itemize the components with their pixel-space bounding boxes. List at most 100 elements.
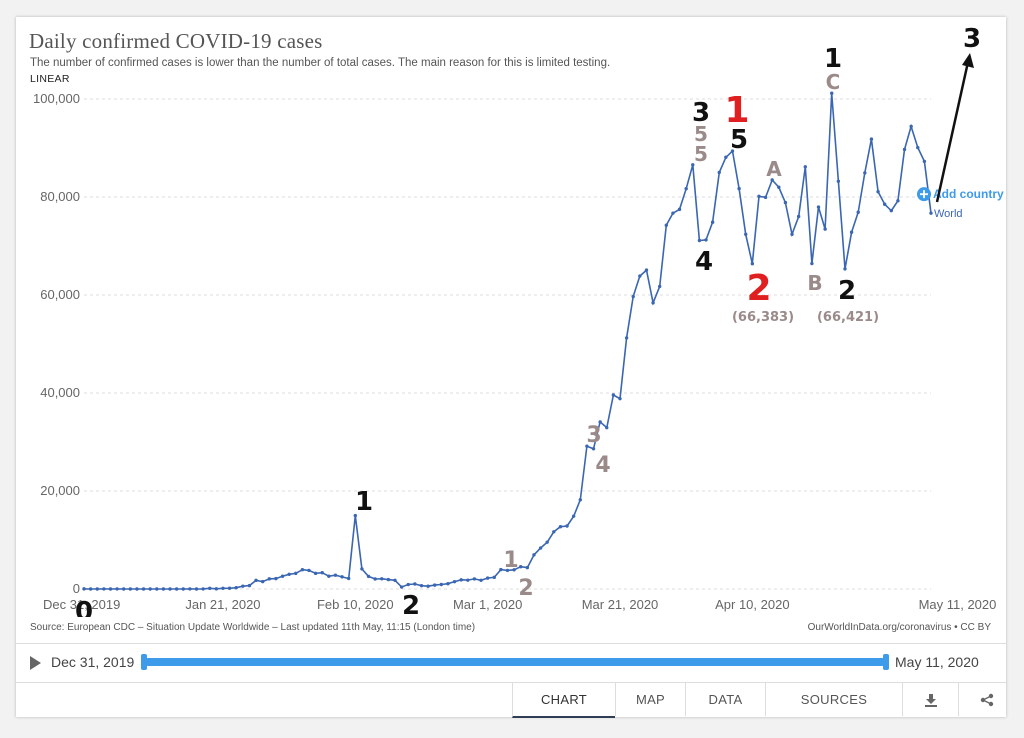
annotation-label: A <box>766 157 782 181</box>
data-point <box>836 179 841 184</box>
annotation-label: B <box>807 271 822 295</box>
y-tick-label: 80,000 <box>40 189 80 204</box>
series-world[interactable] <box>82 91 933 591</box>
data-point <box>82 587 86 591</box>
data-point <box>333 573 338 577</box>
annotation-label: 3 <box>692 98 710 128</box>
data-point <box>280 574 285 578</box>
timeline-end-label: May 11, 2020 <box>895 654 979 670</box>
data-point <box>605 425 609 430</box>
play-icon[interactable] <box>30 656 41 670</box>
data-point <box>624 336 629 340</box>
y-tick-label: 100,000 <box>33 91 80 106</box>
data-point <box>254 578 258 583</box>
tab-sources[interactable]: SOURCES <box>765 683 902 716</box>
data-point <box>644 268 649 272</box>
data-point <box>300 567 305 572</box>
series-legend: Add country World <box>917 187 1004 220</box>
data-point <box>340 575 344 579</box>
data-point <box>260 579 265 584</box>
data-point <box>267 577 271 581</box>
data-point <box>181 587 185 591</box>
data-point <box>386 577 391 582</box>
data-point <box>188 587 192 591</box>
data-point <box>684 186 688 191</box>
annotation-label: 1 <box>503 548 518 573</box>
tab-bar: CHART MAP DATA SOURCES <box>512 683 1014 718</box>
tab-chart[interactable]: CHART <box>512 683 615 718</box>
data-point <box>214 587 219 591</box>
data-point <box>327 574 331 578</box>
chart-title: Daily confirmed COVID-19 cases <box>29 29 323 53</box>
data-point <box>346 576 351 581</box>
annotation-label: 5 <box>694 122 708 146</box>
data-point <box>88 587 93 591</box>
download-icon <box>924 693 937 707</box>
data-point <box>532 553 536 557</box>
data-point <box>221 586 225 590</box>
data-point <box>810 261 814 266</box>
data-point <box>241 584 245 588</box>
data-point <box>472 577 477 581</box>
download-button[interactable] <box>902 683 958 716</box>
data-point <box>724 155 728 159</box>
data-point <box>863 171 867 175</box>
timeline-end-handle[interactable] <box>883 654 889 670</box>
data-point <box>922 159 927 164</box>
data-point <box>856 210 860 214</box>
data-point <box>148 587 152 591</box>
data-point <box>611 393 616 397</box>
y-tick-label: 60,000 <box>40 287 80 302</box>
tab-data[interactable]: DATA <box>685 683 765 716</box>
data-point <box>227 586 232 590</box>
data-point <box>929 211 933 215</box>
data-point <box>770 178 774 182</box>
data-point <box>512 568 516 572</box>
data-point <box>916 145 920 150</box>
series-end-label: World <box>934 208 963 220</box>
y-axis-ticks: 0 20,000 40,000 60,000 80,000 100,000 <box>33 91 80 596</box>
y-tick-label: 20,000 <box>40 483 80 498</box>
data-point <box>519 565 523 569</box>
timeline-start-handle[interactable] <box>141 654 147 670</box>
data-point <box>161 587 166 591</box>
data-point <box>419 583 424 588</box>
data-point <box>823 227 827 231</box>
add-country-button[interactable]: Add country <box>933 187 1004 201</box>
share-button[interactable] <box>958 683 1014 716</box>
data-point <box>234 586 238 590</box>
data-point <box>366 574 371 579</box>
annotation-label: C <box>826 70 841 94</box>
source-text: Source: European CDC – Situation Update … <box>30 622 476 633</box>
credit-link[interactable]: OurWorldInData.org/coronavirus • CC BY <box>807 622 991 633</box>
tab-map[interactable]: MAP <box>615 683 685 716</box>
data-point <box>274 576 278 581</box>
x-tick-label: Mar 1, 2020 <box>453 597 522 612</box>
chart-subtitle: The number of confirmed cases is lower t… <box>30 57 611 69</box>
data-point <box>657 284 662 289</box>
data-point <box>128 587 133 591</box>
data-point <box>399 585 404 589</box>
data-point <box>843 267 847 271</box>
annotation-label: 0 <box>75 597 93 617</box>
share-icon <box>980 693 993 706</box>
data-point <box>155 587 159 591</box>
data-point <box>889 208 893 213</box>
data-point <box>373 577 377 581</box>
data-point <box>545 540 549 544</box>
data-point <box>538 546 543 550</box>
data-point <box>446 582 450 586</box>
scale-toggle[interactable]: LINEAR <box>30 73 70 85</box>
data-point <box>598 420 602 424</box>
annotation-label: 5 <box>730 125 748 155</box>
data-point <box>122 587 126 591</box>
timeline-range-track[interactable] <box>144 658 886 666</box>
data-point <box>380 577 384 581</box>
data-point <box>677 207 682 212</box>
annotation-label: 3 <box>586 423 601 448</box>
x-tick-label: Jan 21, 2020 <box>185 597 260 612</box>
annotation-label: 4 <box>595 453 610 478</box>
annotation-label: 1 <box>355 487 373 517</box>
data-point <box>174 587 179 591</box>
data-point <box>783 200 788 205</box>
